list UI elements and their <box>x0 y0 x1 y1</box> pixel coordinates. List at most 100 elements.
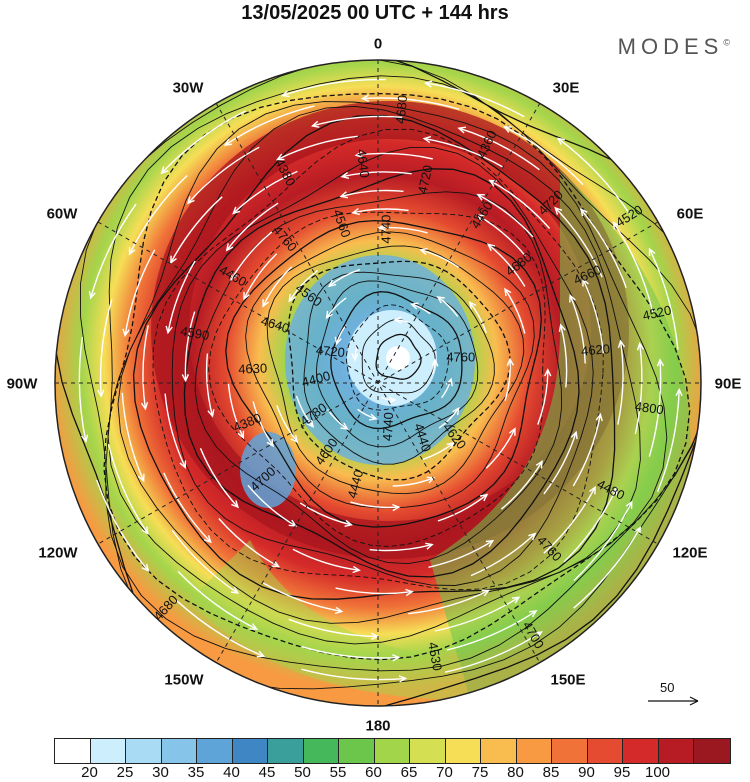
height-contour <box>152 128 604 591</box>
colorbar-tick-label: 40 <box>223 764 240 781</box>
contour-label: 4760 <box>446 349 475 364</box>
wind-arrow-head <box>675 387 683 397</box>
colorbar-tick-label: 90 <box>578 764 595 781</box>
colorbar <box>54 738 731 764</box>
wind-arrow-head <box>351 353 359 362</box>
wind-arrow-head <box>426 476 436 484</box>
wind-arrow-head <box>534 631 543 639</box>
wind-arrow-head <box>354 150 364 159</box>
wind-arrow-head <box>485 539 495 548</box>
wind-arrow-head <box>334 606 344 615</box>
wind-arrow <box>352 208 409 214</box>
wind-arrow <box>301 668 406 681</box>
wind-arrow-head <box>181 374 190 383</box>
wind-arrow <box>170 196 223 264</box>
colorbar-swatch <box>694 739 730 763</box>
wind-arrow <box>96 479 149 572</box>
wind-arrow-head <box>595 412 603 422</box>
contour-label: 4400 <box>300 368 332 390</box>
lon-label-90w: 90W <box>6 375 38 393</box>
wind-arrow <box>167 260 196 333</box>
wind-arrow <box>175 599 264 657</box>
wind-arrow-head <box>392 503 401 512</box>
wind-arrow-head <box>554 206 563 215</box>
lon-label-30e: 30E <box>552 79 580 97</box>
wind-arrow-head <box>388 396 397 404</box>
wind-arrow <box>90 203 137 299</box>
reference-vector-value: 50 <box>660 680 675 695</box>
wind-arrow <box>434 596 520 632</box>
wind-arrow-head <box>223 138 233 146</box>
wind-arrow <box>582 279 604 354</box>
wind-arrow <box>428 540 494 568</box>
contour-label: 4530 <box>425 641 445 672</box>
wind-arrow <box>543 431 577 495</box>
wind-arrow-head <box>511 596 521 604</box>
height-contour <box>225 219 542 528</box>
wind-arrow <box>232 170 298 214</box>
copyright-mark: © <box>723 37 730 48</box>
wind-arrow-head <box>137 473 145 483</box>
colorbar-swatch <box>161 739 197 763</box>
height-contour <box>330 291 463 430</box>
height-contour <box>361 318 436 394</box>
wind-arrow-head <box>508 427 516 436</box>
lon-label-150e: 150E <box>550 671 586 689</box>
wind-arrow-head <box>579 208 588 217</box>
wind-arrow <box>569 295 586 364</box>
wind-arrow <box>554 207 603 278</box>
reference-vector: 50 <box>646 680 706 720</box>
lon-label-90e: 90E <box>714 375 742 393</box>
wind-arrow-head <box>648 247 656 256</box>
colorbar-tick-label: 65 <box>400 764 418 781</box>
height-contour <box>194 191 563 565</box>
contour-label: 4590 <box>179 323 210 343</box>
wind-arrow-head <box>231 500 239 509</box>
colorbar-tick-label: 60 <box>365 764 382 781</box>
height-contour <box>303 271 495 465</box>
height-contour <box>375 333 422 380</box>
wind-arrow <box>543 486 596 554</box>
wind-arrow-head <box>230 586 240 594</box>
colorbar-tick-label: 50 <box>294 764 311 781</box>
contour-label: 4720 <box>315 342 345 359</box>
wind-arrow-head <box>504 287 512 297</box>
wind-arrow-head <box>636 341 645 351</box>
lon-label-60e: 60E <box>676 205 704 223</box>
wind-arrow <box>299 502 352 526</box>
wind-arrow <box>301 646 399 659</box>
wind-arrow <box>312 115 403 127</box>
wind-arrow-head <box>122 328 130 338</box>
wind-arrow-head <box>398 675 408 683</box>
contour-label: 4740 <box>379 215 394 244</box>
wind-arrow <box>487 243 526 287</box>
height-contour <box>315 280 479 448</box>
wind-arrow <box>537 369 549 425</box>
colorbar-swatch <box>90 739 126 763</box>
wind-arrow-head <box>570 430 578 440</box>
wind-arrow-head <box>266 438 274 448</box>
wind-arrow <box>277 135 358 161</box>
wind-arrow-head <box>232 206 241 215</box>
wind-arrow <box>580 208 627 288</box>
colorbar-ticks: 20 25 30 35 40 45 50 55 60 65 70 75 80 85 90 95 100 <box>0 764 750 782</box>
wind-arrow-head <box>528 532 537 541</box>
colorbar-swatch <box>303 739 339 763</box>
wind-arrow-head <box>179 460 187 469</box>
wind-arrow-head <box>325 310 333 320</box>
wind-arrow <box>612 222 654 312</box>
height-contour <box>288 260 511 481</box>
wind-arrow <box>199 448 239 508</box>
wind-arrow <box>226 202 279 251</box>
wind-arrow-head <box>290 434 299 444</box>
wind-arrow <box>477 193 534 238</box>
height-contour <box>346 304 449 411</box>
wind-arrow-head <box>225 243 234 252</box>
colorbar-swatch <box>55 739 91 763</box>
wind-arrow <box>437 494 488 522</box>
lon-label-30w: 30W <box>172 79 204 97</box>
wind-arrow <box>247 484 297 527</box>
wind-arrow-head <box>230 272 238 281</box>
wind-arrow-head <box>288 294 296 303</box>
